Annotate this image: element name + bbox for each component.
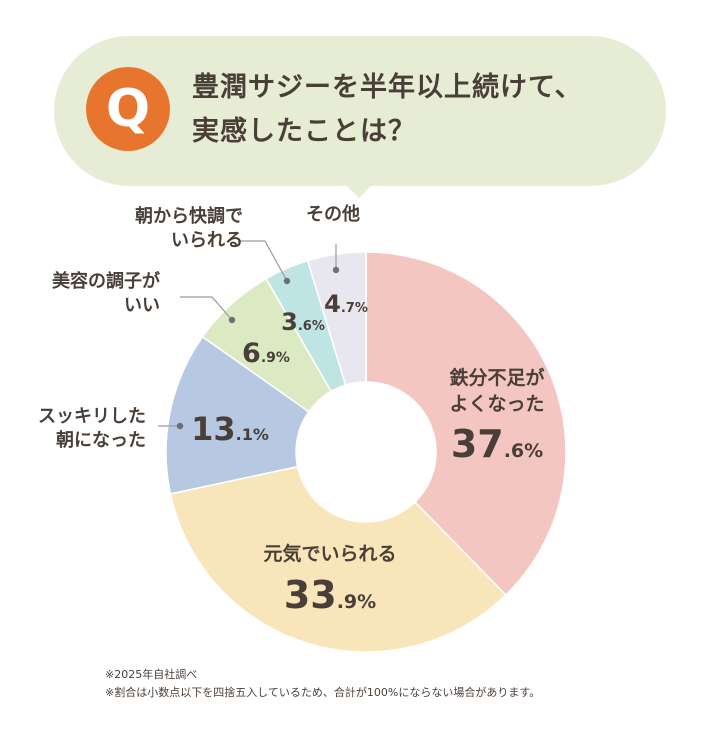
donut-slice-0 (365, 251, 567, 597)
slice-percent-3: 6.9% (242, 338, 290, 369)
leader-dot-3 (228, 316, 236, 324)
leader-dot-4 (283, 277, 291, 285)
slice-label-4-line-1: いられる (171, 230, 243, 251)
slice-percent-4: 3.6% (281, 308, 325, 336)
leader-line-4 (238, 240, 288, 282)
question-bubble-tail (345, 184, 373, 198)
donut-slice-2 (165, 335, 310, 495)
slice-label-2-line-1: 朝になった (56, 429, 146, 451)
slice-label-3-line-0: 美容の調子が (52, 270, 160, 292)
slice-percent-5: 4.7% (324, 290, 368, 318)
slice-label-0-line-1: よくなった (449, 393, 544, 415)
q-badge: Q (86, 67, 170, 151)
footnote-survey: ※2025年自社調べ (105, 668, 198, 681)
slice-percent-1: 33.9% (284, 573, 376, 617)
slice-label-0-line-0: 鉄分不足が (449, 366, 544, 389)
slice-percent-0: 37.6% (451, 422, 543, 466)
slice-label-5-line-0: その他 (306, 203, 360, 225)
slice-label-4-line-0: 朝から快調で (135, 205, 243, 227)
slice-label-2-line-0: スッキリした (38, 406, 146, 427)
leader-line-3 (180, 296, 233, 321)
slice-label-3-line-1: いい (124, 295, 160, 316)
donut-slice-1 (169, 465, 507, 653)
question-line-2: 実感したことは？ (192, 116, 416, 147)
leader-dot-2 (176, 422, 184, 430)
leader-dot-5 (332, 266, 340, 274)
footnotes: ※2025年自社調べ ※割合は小数点以下を四捨五入しているため、合計が100%に… (105, 666, 540, 702)
footnote-rounding: ※割合は小数点以下を四捨五入しているため、合計が100%にならない場合があります… (105, 686, 541, 699)
question-text: 豊潤サジーを半年以上続けて、 実感したことは？ (192, 66, 583, 154)
slice-label-1-line-0: 元気でいられる (263, 542, 396, 565)
q-badge-letter: Q (105, 79, 151, 139)
question-line-1: 豊潤サジーを半年以上続けて、 (192, 72, 583, 103)
slice-percent-2: 13.1% (191, 410, 269, 448)
donut-slice-5 (306, 251, 367, 386)
